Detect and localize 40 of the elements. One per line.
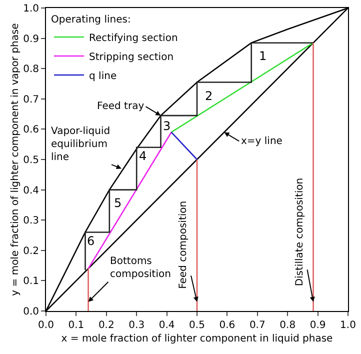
x-axis-title: x = mole fraction of lighter component in liquid phase xyxy=(61,334,333,344)
annotation: 2 xyxy=(205,89,213,103)
x-tick-label: 0.9 xyxy=(310,320,326,331)
y-axis-title: y = mole fraction of lighter component in vapor phase xyxy=(10,23,22,296)
y-tick-label: 0.3 xyxy=(23,216,39,227)
x-tick-label: 0.3 xyxy=(128,320,145,331)
x-tick-label: 0.7 xyxy=(249,320,266,331)
y-tick-label: 0.6 xyxy=(23,124,39,136)
y-tick-label: 0.5 xyxy=(23,155,39,166)
x-tick-label: 0.8 xyxy=(280,320,296,331)
x-tick-label: 0.5 xyxy=(189,320,205,331)
annotation: 1 xyxy=(259,49,267,63)
x-tick-label: 1.0 xyxy=(340,320,356,331)
legend-title: Operating lines: xyxy=(51,14,131,26)
annotation: Feed composition xyxy=(178,200,190,289)
annotation: x=y line xyxy=(241,136,282,147)
annotation: Distillate composition xyxy=(294,178,306,286)
annotation: 3 xyxy=(163,119,171,133)
annotation: Vapor-liquid equilibrium line xyxy=(51,126,110,163)
annotation: 6 xyxy=(87,234,95,248)
x-tick-label: 0.6 xyxy=(219,320,236,331)
x-tick-label: 0.4 xyxy=(158,320,175,331)
x-tick-label: 0.1 xyxy=(68,320,84,331)
y-tick-label: 0.7 xyxy=(23,94,39,106)
x-tick-label: 0.0 xyxy=(38,320,54,331)
y-tick-label: 0.4 xyxy=(23,185,39,196)
x-tick-label: 0.2 xyxy=(98,320,114,331)
annotation: Bottoms composition xyxy=(110,256,171,280)
annotation: 4 xyxy=(139,149,147,163)
legend-label: Rectifying section xyxy=(89,32,178,44)
y-tick-label: 0.2 xyxy=(23,246,39,257)
y-tick-label: 0.0 xyxy=(23,306,39,318)
legend-label: Stripping section xyxy=(89,52,174,63)
legend-label: q line xyxy=(89,70,117,82)
annotation: 5 xyxy=(114,196,122,210)
y-tick-label: 0.1 xyxy=(23,276,39,288)
y-tick-label: 1.0 xyxy=(23,4,39,14)
annotation: Feed tray xyxy=(97,101,144,112)
y-tick-label: 0.8 xyxy=(23,64,39,76)
y-tick-label: 0.9 xyxy=(23,34,39,45)
